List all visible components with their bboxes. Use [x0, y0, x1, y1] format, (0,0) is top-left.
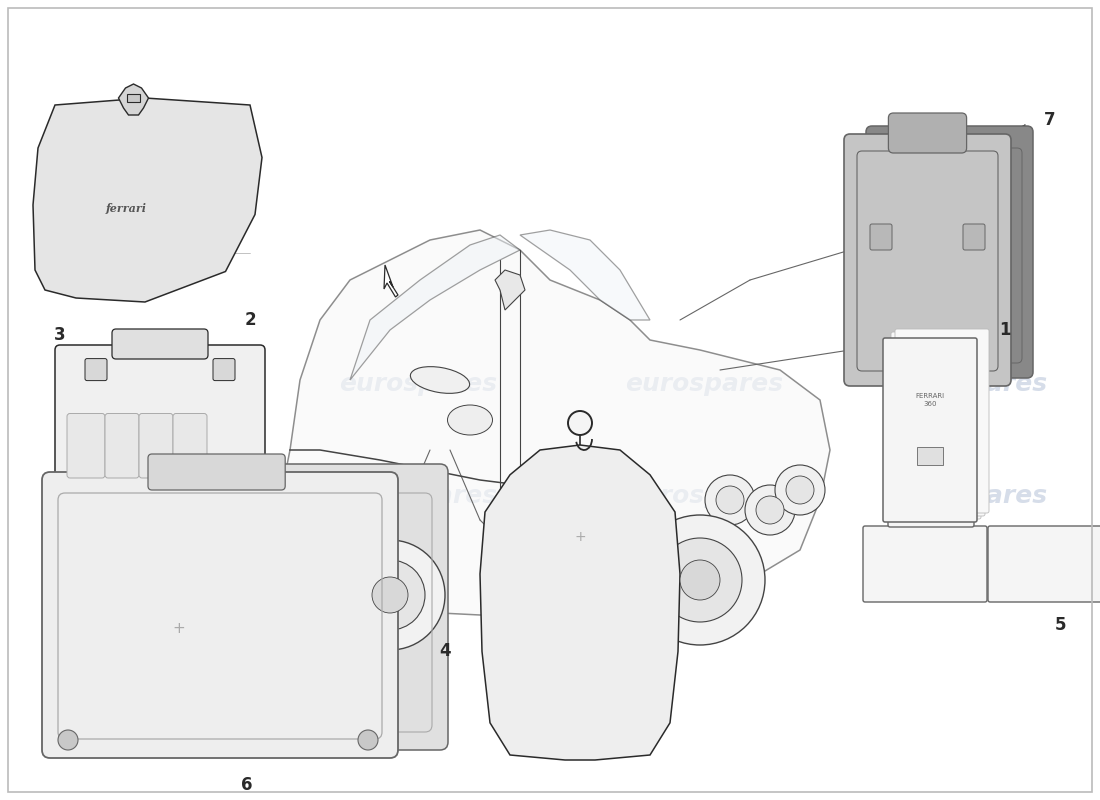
Circle shape — [372, 577, 408, 613]
FancyBboxPatch shape — [92, 464, 448, 750]
Circle shape — [336, 540, 446, 650]
FancyBboxPatch shape — [887, 335, 981, 519]
Circle shape — [705, 475, 755, 525]
FancyBboxPatch shape — [889, 113, 967, 153]
Circle shape — [658, 538, 742, 622]
Text: 2: 2 — [244, 311, 256, 329]
Text: FERRARI
360: FERRARI 360 — [915, 394, 945, 406]
FancyBboxPatch shape — [55, 345, 265, 485]
Text: eurospares: eurospares — [339, 372, 497, 396]
FancyBboxPatch shape — [213, 358, 235, 381]
FancyBboxPatch shape — [864, 526, 987, 602]
Polygon shape — [480, 445, 680, 760]
Text: +: + — [264, 594, 276, 609]
Text: eurospares: eurospares — [889, 484, 1047, 508]
Text: 6: 6 — [241, 776, 253, 794]
Circle shape — [745, 485, 795, 535]
Circle shape — [680, 560, 720, 600]
Text: 1: 1 — [999, 321, 1011, 339]
Text: eurospares: eurospares — [339, 484, 497, 508]
Circle shape — [568, 411, 592, 435]
FancyBboxPatch shape — [67, 414, 104, 478]
Ellipse shape — [448, 405, 493, 435]
FancyBboxPatch shape — [139, 414, 173, 478]
Text: +: + — [574, 530, 586, 544]
FancyBboxPatch shape — [988, 526, 1100, 602]
Bar — [917, 447, 943, 465]
Text: eurospares: eurospares — [53, 372, 211, 396]
FancyBboxPatch shape — [895, 329, 989, 513]
Text: ferrari: ferrari — [106, 203, 147, 214]
Polygon shape — [384, 265, 398, 297]
Circle shape — [786, 476, 814, 504]
Circle shape — [756, 496, 784, 524]
Polygon shape — [495, 270, 525, 310]
Text: eurospares: eurospares — [625, 372, 783, 396]
Ellipse shape — [305, 502, 355, 538]
Text: 4: 4 — [439, 642, 451, 661]
FancyBboxPatch shape — [173, 414, 207, 478]
Polygon shape — [350, 235, 520, 380]
FancyBboxPatch shape — [883, 338, 977, 522]
Polygon shape — [33, 98, 262, 302]
FancyBboxPatch shape — [844, 134, 1011, 386]
Circle shape — [355, 560, 425, 630]
Text: eurospares: eurospares — [625, 484, 783, 508]
Text: eurospares: eurospares — [889, 372, 1047, 396]
Bar — [900, 479, 952, 493]
Polygon shape — [119, 84, 148, 115]
Polygon shape — [285, 530, 350, 590]
FancyBboxPatch shape — [891, 332, 985, 516]
Text: +: + — [173, 621, 186, 636]
Circle shape — [358, 730, 378, 750]
Polygon shape — [520, 230, 650, 320]
Text: 7: 7 — [1044, 111, 1056, 129]
Circle shape — [635, 515, 764, 645]
FancyBboxPatch shape — [870, 224, 892, 250]
FancyBboxPatch shape — [85, 358, 107, 381]
FancyBboxPatch shape — [104, 414, 139, 478]
FancyBboxPatch shape — [962, 224, 984, 250]
Circle shape — [58, 730, 78, 750]
FancyBboxPatch shape — [866, 126, 1033, 378]
Bar — [128, 94, 140, 102]
Circle shape — [716, 486, 744, 514]
FancyBboxPatch shape — [112, 329, 208, 359]
FancyBboxPatch shape — [888, 448, 974, 527]
Circle shape — [776, 465, 825, 515]
FancyBboxPatch shape — [148, 454, 285, 490]
Text: eurospares: eurospares — [53, 484, 211, 508]
Text: 5: 5 — [1054, 616, 1066, 634]
Text: 3: 3 — [54, 326, 66, 344]
FancyBboxPatch shape — [42, 472, 398, 758]
Ellipse shape — [410, 366, 470, 394]
Polygon shape — [280, 230, 830, 615]
